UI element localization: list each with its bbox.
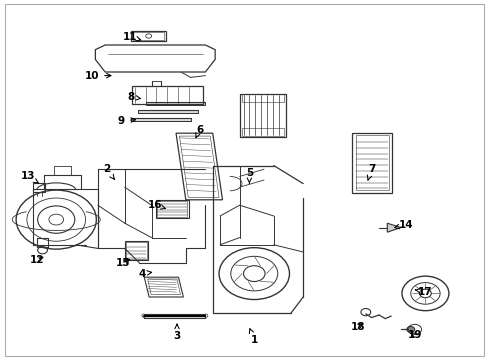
Text: 5: 5 (245, 168, 252, 183)
Text: 3: 3 (173, 324, 180, 341)
Text: 7: 7 (366, 164, 375, 180)
Bar (132, 86, 203, 104)
Bar (155, 200, 188, 218)
Text: 4: 4 (138, 269, 151, 279)
Text: 1: 1 (249, 329, 257, 345)
Text: 15: 15 (116, 258, 130, 268)
Polygon shape (131, 118, 190, 121)
Bar (239, 94, 285, 137)
Text: 9: 9 (118, 116, 135, 126)
Text: 14: 14 (394, 220, 412, 230)
Text: 13: 13 (21, 171, 39, 183)
Text: 8: 8 (127, 92, 140, 102)
Bar (133, 32, 164, 40)
Text: 17: 17 (414, 287, 432, 297)
Circle shape (406, 327, 414, 332)
Text: 12: 12 (29, 255, 44, 265)
Text: 11: 11 (122, 32, 141, 42)
Polygon shape (144, 314, 205, 318)
Text: 2: 2 (103, 164, 114, 179)
Bar (355, 135, 388, 190)
Text: 6: 6 (195, 125, 203, 138)
Text: 19: 19 (407, 330, 421, 340)
Polygon shape (145, 102, 205, 105)
Bar (242, 94, 283, 102)
Bar (242, 128, 283, 136)
Bar (126, 242, 146, 259)
Bar (351, 133, 391, 193)
Bar (157, 201, 186, 217)
Text: 18: 18 (350, 322, 365, 332)
Polygon shape (138, 110, 198, 113)
Text: 10: 10 (84, 71, 111, 81)
Polygon shape (386, 223, 400, 232)
Bar (131, 31, 166, 41)
Bar (124, 241, 148, 260)
Text: 16: 16 (148, 200, 165, 210)
Bar (33, 183, 45, 192)
